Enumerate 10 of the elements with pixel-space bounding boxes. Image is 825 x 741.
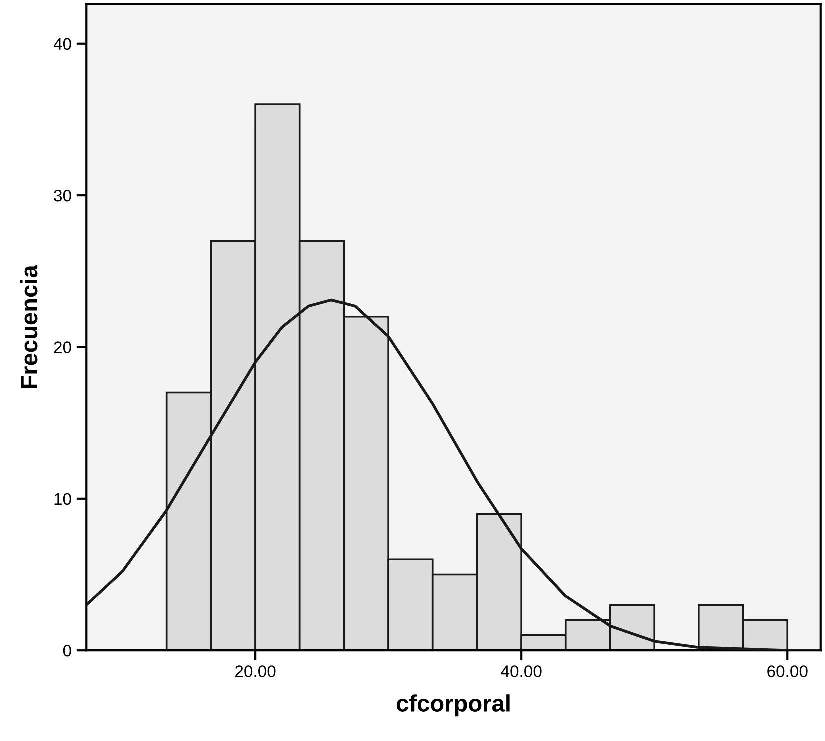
y-tick-label: 40 (54, 38, 72, 50)
x-tick-label: 60.00 (768, 666, 808, 678)
y-axis-title: Frecuencia (20, 265, 38, 388)
x-tick-label: 40.00 (501, 666, 542, 678)
y-tick-label: 30 (54, 190, 72, 202)
x-tick-label: 20.00 (236, 666, 276, 678)
y-tick-label: 10 (54, 493, 72, 506)
y-tick-label: 0 (63, 645, 72, 657)
y-tick-label: 20 (54, 342, 72, 354)
x-axis-title: cfcorporal (396, 694, 510, 717)
